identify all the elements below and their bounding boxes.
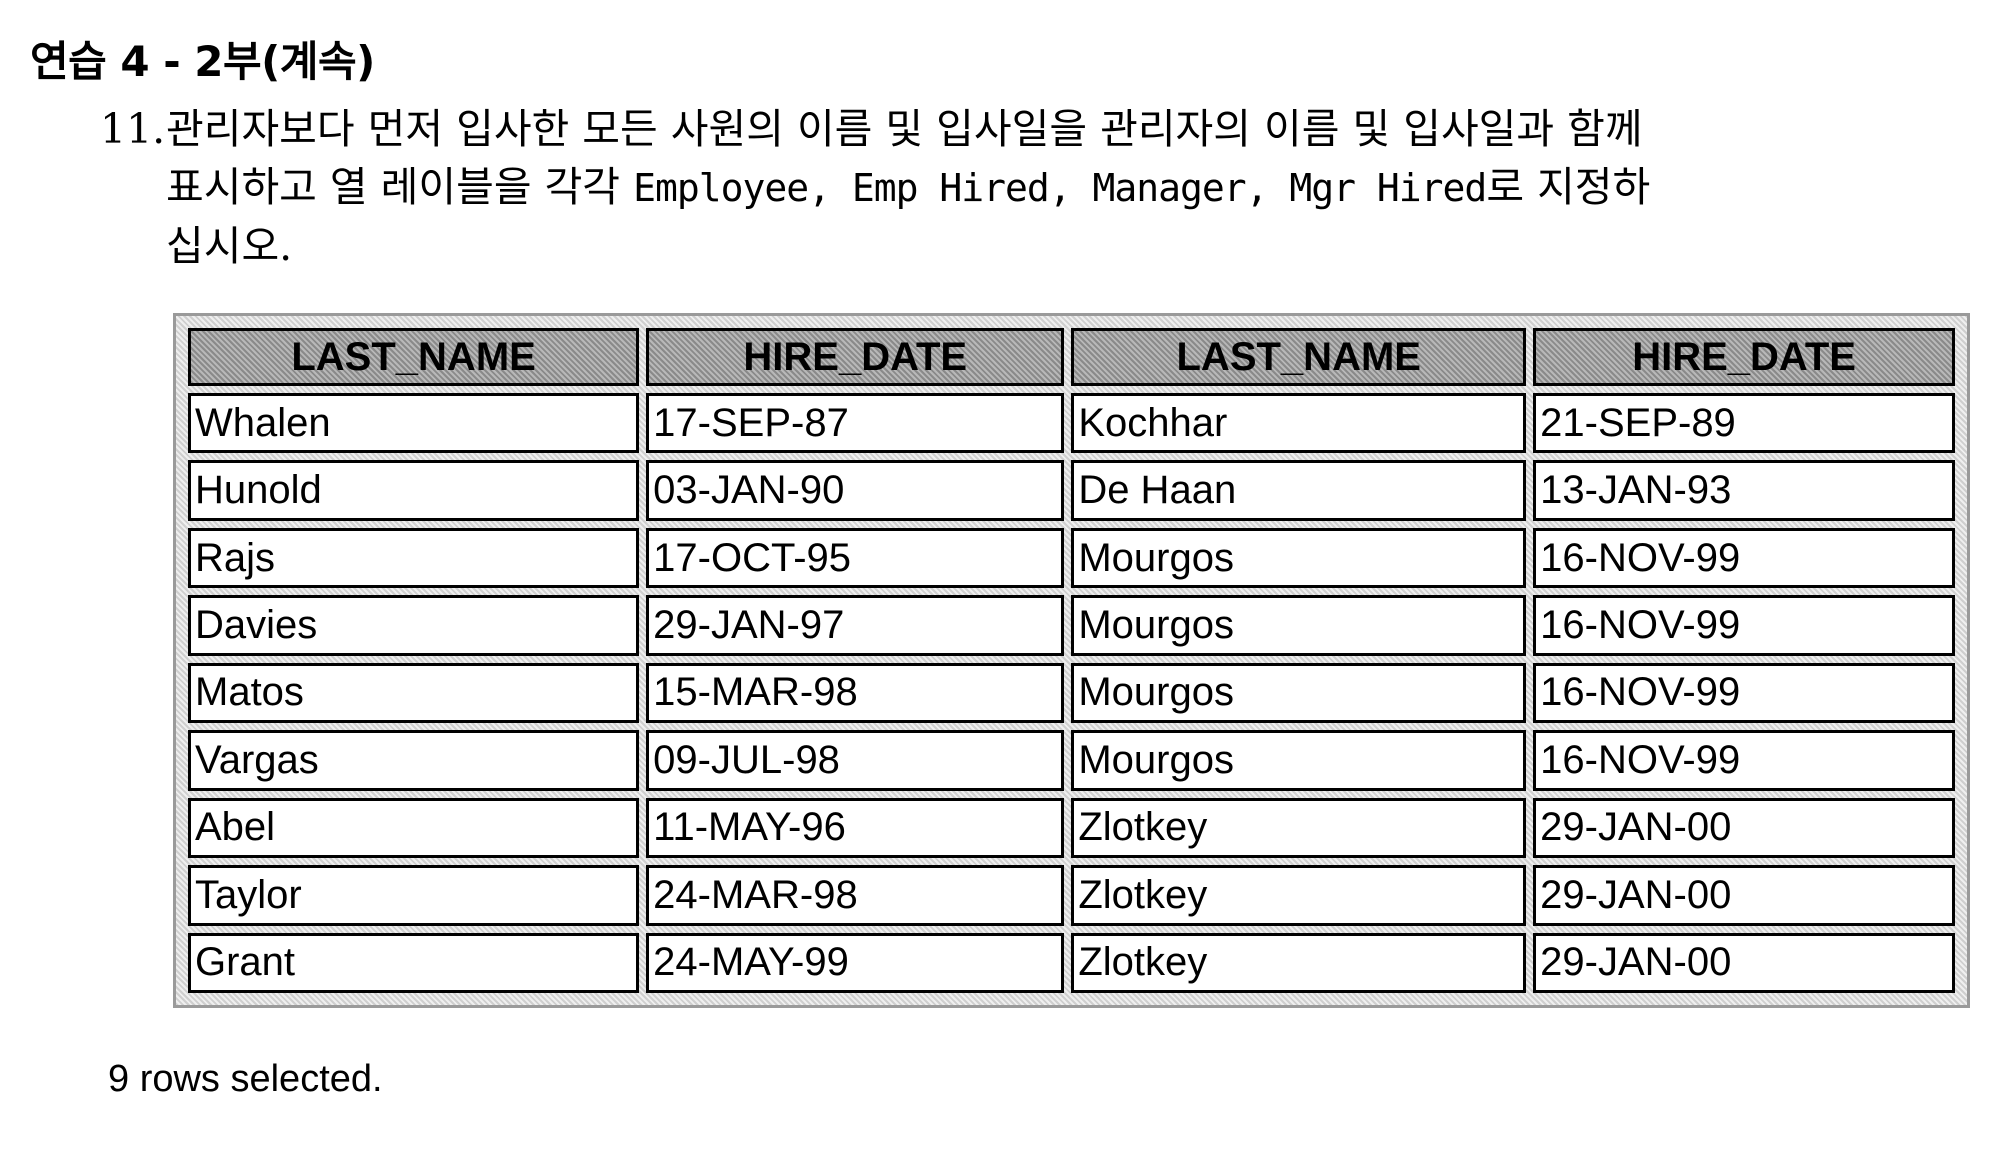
table-cell: 11-MAY-96	[646, 797, 1065, 859]
table-cell: Kochhar	[1071, 393, 1527, 454]
table-row: Hunold 03-JAN-90 De Haan 13-JAN-93	[188, 460, 1955, 521]
table-cell: 24-MAR-98	[646, 865, 1065, 926]
table-cell: 16-NOV-99	[1533, 527, 1955, 589]
table-cell: 29-JAN-00	[1533, 932, 1955, 993]
table-cell: Zlotkey	[1071, 865, 1527, 926]
table-row: Matos 15-MAR-98 Mourgos 16-NOV-99	[188, 662, 1955, 724]
table-row: Whalen 17-SEP-87 Kochhar 21-SEP-89	[188, 393, 1955, 454]
table-cell: Matos	[188, 662, 640, 724]
question-text-line-2-suffix: 로 지정하	[1486, 163, 1651, 211]
question-text-line-2-prefix: 표시하고 열 레이블을 각각	[166, 163, 634, 211]
table-row: Rajs 17-OCT-95 Mourgos 16-NOV-99	[188, 527, 1955, 589]
table-row: Grant 24-MAY-99 Zlotkey 29-JAN-00	[188, 932, 1955, 993]
question-line-1: 11.관리자보다 먼저 입사한 모든 사원의 이름 및 입사일을 관리자의 이름…	[100, 100, 1900, 158]
table-cell: Mourgos	[1071, 527, 1527, 589]
table-row: Vargas 09-JUL-98 Mourgos 16-NOV-99	[188, 730, 1955, 791]
result-table-frame: LAST_NAME HIRE_DATE LAST_NAME HIRE_DATE …	[173, 313, 1970, 1008]
column-header: HIRE_DATE	[1533, 328, 1955, 386]
table-cell: Mourgos	[1071, 595, 1527, 656]
result-table: LAST_NAME HIRE_DATE LAST_NAME HIRE_DATE …	[181, 321, 1962, 1000]
table-cell: 24-MAY-99	[646, 932, 1065, 993]
table-cell: 03-JAN-90	[646, 460, 1065, 521]
column-label-list: Employee, Emp Hired, Manager, Mgr Hired	[633, 166, 1487, 210]
question-line-2: 표시하고 열 레이블을 각각 Employee, Emp Hired, Mana…	[100, 158, 1900, 217]
table-cell: Mourgos	[1071, 730, 1527, 791]
rows-selected-status: 9 rows selected.	[108, 1058, 383, 1100]
table-cell: Abel	[188, 797, 640, 859]
exercise-question: 11.관리자보다 먼저 입사한 모든 사원의 이름 및 입사일을 관리자의 이름…	[100, 100, 1900, 275]
question-text-line-1: 관리자보다 먼저 입사한 모든 사원의 이름 및 입사일을 관리자의 이름 및 …	[166, 105, 1643, 153]
table-cell: 16-NOV-99	[1533, 662, 1955, 724]
page-heading: 연습 4 - 2부(계속)	[30, 37, 375, 86]
table-cell: Whalen	[188, 393, 640, 454]
table-cell: Zlotkey	[1071, 797, 1527, 859]
column-header: LAST_NAME	[188, 328, 640, 386]
table-cell: 21-SEP-89	[1533, 393, 1955, 454]
table-row: Abel 11-MAY-96 Zlotkey 29-JAN-00	[188, 797, 1955, 859]
column-header: LAST_NAME	[1071, 328, 1527, 386]
table-cell: Davies	[188, 595, 640, 656]
table-cell: Grant	[188, 932, 640, 993]
table-cell: 15-MAR-98	[646, 662, 1065, 724]
table-row: Davies 29-JAN-97 Mourgos 16-NOV-99	[188, 595, 1955, 656]
table-cell: 29-JAN-00	[1533, 865, 1955, 926]
table-cell: Vargas	[188, 730, 640, 791]
table-cell: Rajs	[188, 527, 640, 589]
question-number: 11.	[100, 105, 166, 153]
table-cell: Hunold	[188, 460, 640, 521]
table-cell: De Haan	[1071, 460, 1527, 521]
table-header-row: LAST_NAME HIRE_DATE LAST_NAME HIRE_DATE	[188, 328, 1955, 386]
table-cell: 17-OCT-95	[646, 527, 1065, 589]
question-line-3: 십시오.	[100, 217, 1900, 275]
table-cell: Mourgos	[1071, 662, 1527, 724]
question-text-line-3: 십시오.	[166, 222, 293, 270]
table-cell: 16-NOV-99	[1533, 730, 1955, 791]
table-cell: 17-SEP-87	[646, 393, 1065, 454]
table-cell: 16-NOV-99	[1533, 595, 1955, 656]
table-cell: 13-JAN-93	[1533, 460, 1955, 521]
column-header: HIRE_DATE	[646, 328, 1065, 386]
table-row: Taylor 24-MAR-98 Zlotkey 29-JAN-00	[188, 865, 1955, 926]
table-cell: Zlotkey	[1071, 932, 1527, 993]
table-cell: Taylor	[188, 865, 640, 926]
table-cell: 29-JAN-97	[646, 595, 1065, 656]
table-cell: 29-JAN-00	[1533, 797, 1955, 859]
table-cell: 09-JUL-98	[646, 730, 1065, 791]
